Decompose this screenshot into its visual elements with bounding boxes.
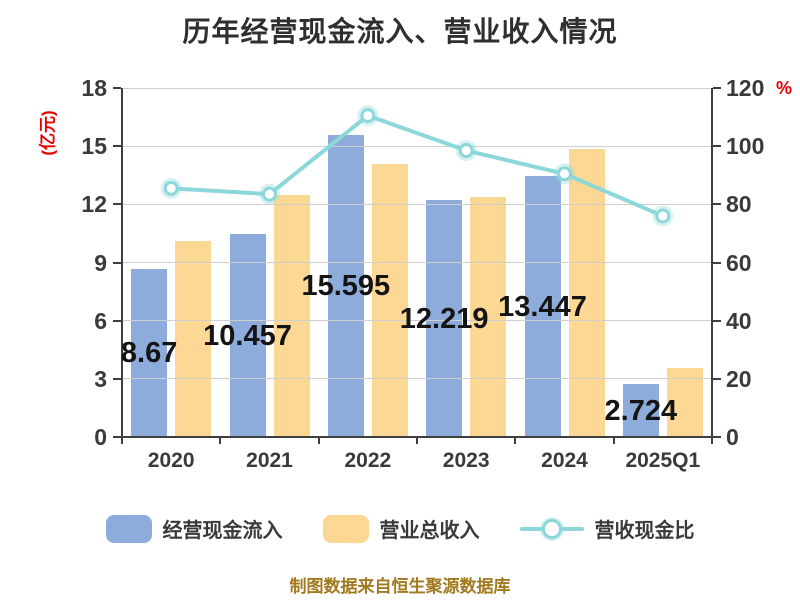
y-axis-right-line xyxy=(711,88,713,438)
bar-value-label-2025Q1: 2.724 xyxy=(604,394,678,427)
gridline-6 xyxy=(123,320,711,322)
y-axis-right-tick-80 xyxy=(713,203,721,206)
x-axis-label-2023: 2023 xyxy=(442,449,490,472)
legend-line-dot xyxy=(541,518,562,539)
legend-item-ratio: 营收现金比 xyxy=(519,514,695,543)
gridline-15 xyxy=(123,145,711,147)
gridline-12 xyxy=(123,203,711,205)
y-axis-right-tick-label-40: 40 xyxy=(726,307,752,334)
bar-cash-inflow-2023 xyxy=(426,200,463,437)
legend-item-cash-inflow: 经营现金流入 xyxy=(105,514,283,543)
y-axis-right-tick-100 xyxy=(713,145,721,148)
legend-label-cash-inflow: 经营现金流入 xyxy=(162,520,283,542)
bar-cash-inflow-2021 xyxy=(229,234,266,437)
y-axis-left-tick-label-12: 12 xyxy=(81,191,107,218)
bar-value-label-2023: 12.219 xyxy=(399,302,489,335)
line-point-2020 xyxy=(163,180,179,196)
legend-swatch-cash-inflow xyxy=(105,514,152,543)
y-axis-right-tick-40 xyxy=(713,319,721,322)
x-axis-label-2024: 2024 xyxy=(541,449,588,472)
x-axis-tick-2 xyxy=(317,437,320,444)
bar-cash-inflow-2025Q1 xyxy=(622,384,659,437)
bar-value-label-2021: 10.457 xyxy=(203,319,292,352)
x-axis-tick-3 xyxy=(416,437,418,444)
x-axis-tick-0 xyxy=(121,437,123,444)
x-axis-tick-4 xyxy=(514,437,517,444)
y-axis-right-tick-120 xyxy=(713,87,721,89)
y-axis-left-tick-label-15: 15 xyxy=(81,133,107,160)
data-source-note: 制图数据来自恒生聚源数据库 xyxy=(289,577,511,596)
y-axis-left-tick-18 xyxy=(113,87,121,89)
legend-swatch-revenue xyxy=(322,514,369,543)
y-axis-left-tick-12 xyxy=(113,203,121,206)
y-axis-right-tick-label-100: 100 xyxy=(726,133,765,160)
bar-value-label-2020: 8.67 xyxy=(120,336,178,369)
y-axis-left-tick-6 xyxy=(113,319,121,322)
y-axis-right-tick-label-80: 80 xyxy=(726,191,752,218)
bar-revenue-2021 xyxy=(273,194,310,437)
legend-label-ratio: 营收现金比 xyxy=(594,520,695,542)
x-axis-tick-5 xyxy=(612,437,615,444)
x-axis-tick-6 xyxy=(711,437,713,444)
y-axis-left-tick-9 xyxy=(113,261,121,264)
bar-value-label-2022: 15.595 xyxy=(301,269,391,302)
y-axis-right-tick-0 xyxy=(713,436,721,438)
gridline-3 xyxy=(123,378,711,380)
line-point-2025Q1 xyxy=(655,208,671,224)
y-axis-left-tick-label-3: 3 xyxy=(94,365,107,392)
legend-line-marker-icon xyxy=(519,515,584,543)
y-axis-right-tick-label-0: 0 xyxy=(726,424,739,450)
y-axis-left-tick-0 xyxy=(113,436,121,438)
y-axis-left-tick-label-18: 18 xyxy=(81,75,107,101)
x-axis-tick-1 xyxy=(219,437,222,444)
bar-cash-inflow-2024 xyxy=(524,176,561,437)
right-axis-unit-label: % xyxy=(776,78,793,98)
gridline-9 xyxy=(123,262,711,263)
y-axis-left-tick-label-6: 6 xyxy=(94,307,107,334)
x-axis-label-2022: 2022 xyxy=(344,449,392,472)
line-point-2022 xyxy=(360,108,376,124)
bar-cash-inflow-2020 xyxy=(131,268,168,437)
gridline-18 xyxy=(123,87,711,89)
legend: 经营现金流入 营业总收入 营收现金比 xyxy=(0,514,800,543)
x-axis-label-2021: 2021 xyxy=(246,449,293,472)
y-axis-left-tick-3 xyxy=(113,377,121,380)
y-axis-left-tick-label-0: 0 xyxy=(94,424,107,450)
y-axis-left-tick-label-9: 9 xyxy=(94,249,107,276)
x-axis-label-2025Q1: 2025Q1 xyxy=(625,449,701,472)
y-axis-right-tick-60 xyxy=(713,261,721,264)
y-axis-left-tick-15 xyxy=(113,145,121,148)
y-axis-right-tick-label-60: 60 xyxy=(726,249,752,276)
bar-value-label-2024: 13.447 xyxy=(498,290,587,323)
bar-revenue-2023 xyxy=(470,196,507,437)
y-axis-right-tick-20 xyxy=(713,377,721,380)
y-axis-right-tick-label-20: 20 xyxy=(726,365,752,392)
x-axis-label-2020: 2020 xyxy=(147,449,195,472)
legend-item-revenue: 营业总收入 xyxy=(322,514,480,543)
bar-revenue-2020 xyxy=(175,241,212,437)
y-axis-left-line xyxy=(121,88,123,438)
legend-label-revenue: 营业总收入 xyxy=(379,520,480,542)
chart-title: 历年经营现金流入、营业收入情况 xyxy=(182,16,618,47)
x-axis-line xyxy=(121,436,713,438)
y-axis-right-tick-label-120: 120 xyxy=(726,75,765,101)
